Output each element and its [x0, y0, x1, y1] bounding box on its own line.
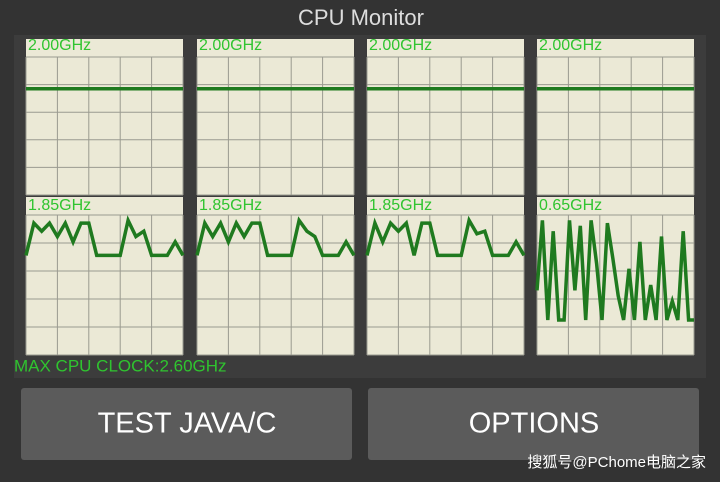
panel: [26, 39, 183, 195]
frequency-label: 2.00GHz: [539, 37, 602, 54]
panel: [26, 197, 183, 355]
test-button-label[interactable]: TEST JAVA/C: [98, 408, 277, 440]
watermark: 搜狐号@PChome电脑之家: [527, 454, 706, 471]
frequency-line: [365, 215, 526, 258]
options-button[interactable]: [368, 388, 699, 460]
title: CPU Monitor: [298, 5, 424, 30]
frequency-line: [535, 220, 694, 322]
test-button[interactable]: [21, 388, 352, 460]
frequency-label: 2.00GHz: [199, 37, 262, 54]
panel: [537, 39, 694, 195]
frequency-label: 1.85GHz: [199, 197, 262, 214]
panel: [367, 39, 524, 195]
panels: 2.00GHz 2.00GHz 2.00GHz 2.00GHz 1.85GHz 1.85G…: [24, 37, 695, 356]
options-button-label[interactable]: OPTIONS: [469, 408, 600, 440]
frequency-line: [195, 216, 356, 258]
frequency-label: 2.00GHz: [28, 37, 91, 54]
frequency-label: 1.85GHz: [369, 197, 432, 214]
frequency-line: [24, 215, 185, 258]
panel: [197, 197, 354, 355]
frequency-label: 0.65GHz: [539, 197, 602, 214]
frequency-label: 2.00GHz: [369, 37, 432, 54]
panel: [197, 39, 354, 195]
frequency-label: 1.85GHz: [28, 197, 91, 214]
max-clock: MAX CPU CLOCK:2.60GHz: [14, 356, 227, 375]
